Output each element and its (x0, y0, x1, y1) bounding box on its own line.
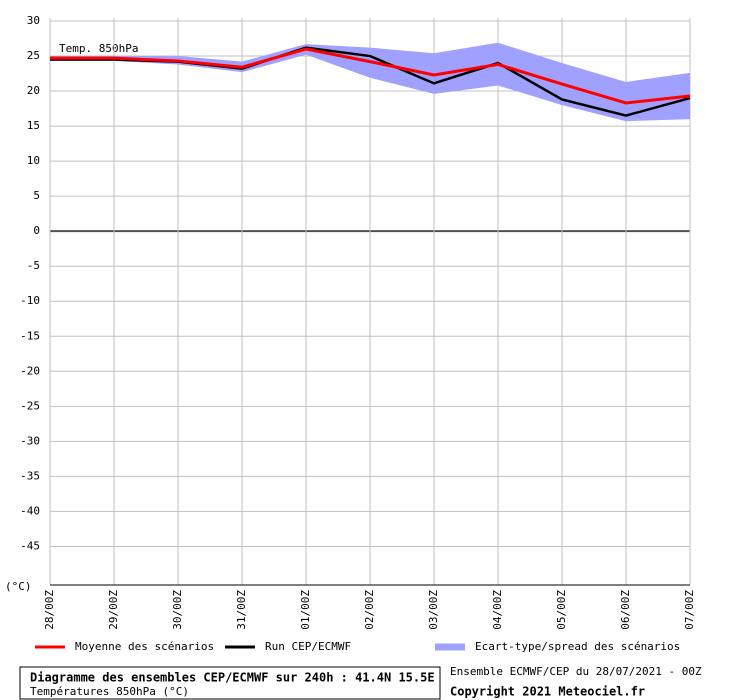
footer-box (19, 666, 441, 700)
footer-title: Diagramme des ensembles CEP/ECMWF sur 24… (30, 671, 435, 685)
x-tick-label: 01/00Z (299, 590, 312, 630)
y-tick-label: -35 (20, 469, 40, 482)
y-tick-label: -45 (20, 539, 40, 552)
series-line (50, 47, 691, 105)
x-tick-label: 02/00Z (363, 590, 376, 630)
y-tick-label: 15 (27, 119, 40, 132)
y-tick-label: -10 (20, 294, 40, 307)
legend-label: Moyenne des scénarios (75, 640, 214, 653)
y-tick-label: 25 (27, 49, 40, 62)
y-tick-label: 20 (27, 84, 40, 97)
footer-run: Ensemble ECMWF/CEP du 28/07/2021 - 00Z (450, 665, 702, 678)
x-tick-label: 28/00Z (43, 590, 56, 630)
y-tick-label: -15 (20, 329, 40, 342)
legend-label: Ecart-type/spread des scénarios (475, 640, 680, 653)
x-tick-label: 30/00Z (171, 590, 184, 630)
spread-band (50, 42, 690, 122)
y-tick-label: 0 (33, 224, 40, 237)
y-tick-label: 5 (33, 189, 40, 202)
x-tick-label: 29/00Z (107, 590, 120, 630)
y-tick-label: 30 (27, 14, 40, 27)
x-tick-label: 04/00Z (491, 590, 504, 630)
x-tick-label: 05/00Z (555, 590, 568, 630)
y-tick-label: -5 (27, 259, 40, 272)
footer-subtitle: Températures 850hPa (°C) (30, 685, 189, 698)
y-tick-label: -25 (20, 399, 40, 412)
x-tick-label: 03/00Z (427, 590, 440, 630)
y-unit: (°C) (5, 580, 32, 593)
y-tick-label: -40 (20, 504, 40, 517)
y-tick-label: 10 (27, 154, 40, 167)
y-tick-label: -20 (20, 364, 40, 377)
x-tick-label: 31/00Z (235, 590, 248, 630)
annotation: Temp. 850hPa (59, 42, 138, 55)
x-tick-label: 07/00Z (683, 590, 696, 630)
y-tick-label: -30 (20, 434, 40, 447)
legend-label: Run CEP/ECMWF (265, 640, 351, 653)
x-tick-label: 06/00Z (619, 590, 632, 630)
footer-copyright: Copyright 2021 Meteociel.fr (450, 685, 645, 699)
